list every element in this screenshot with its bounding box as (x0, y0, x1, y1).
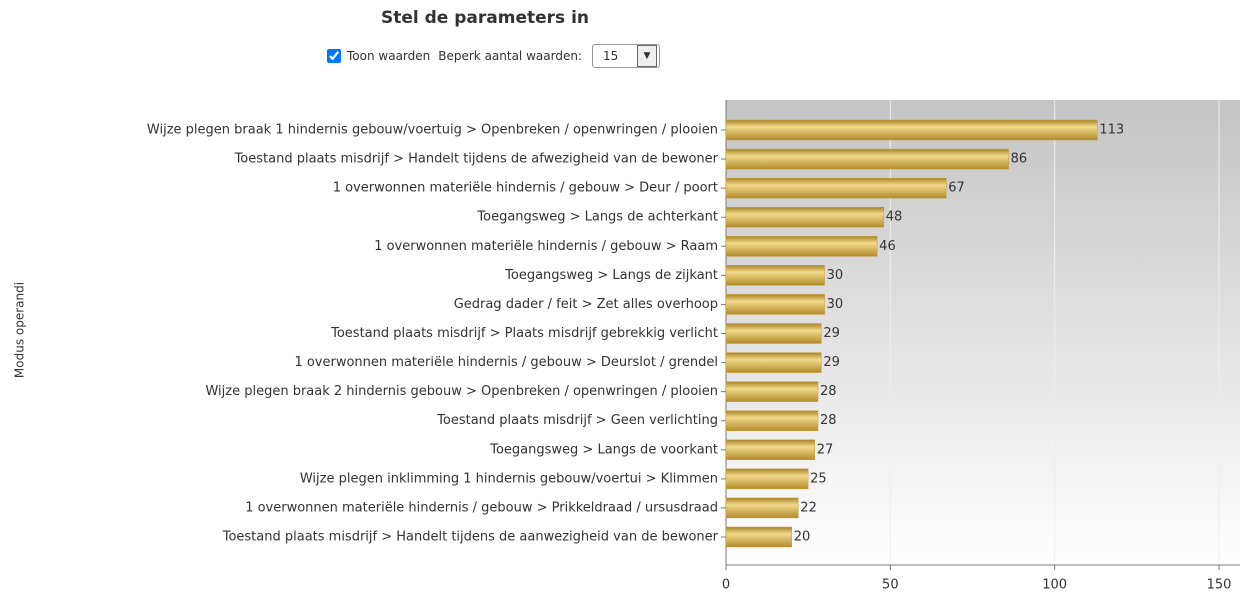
bar (725, 410, 819, 431)
value-label: 20 (794, 530, 811, 545)
y-axis-label: Modus operandi (13, 282, 27, 378)
y-tick-label: Toestand plaats misdrijf > Handelt tijde… (222, 530, 719, 545)
value-label: 29 (823, 355, 840, 370)
value-label: 25 (810, 471, 827, 486)
value-label: 67 (948, 181, 965, 196)
show-values-checkbox[interactable] (327, 49, 341, 63)
bar (725, 294, 825, 315)
y-tick-label: Wijze plegen braak 2 hindernis gebouw > … (205, 384, 718, 399)
y-tick-label: Toegangsweg > Langs de achterkant (476, 210, 718, 225)
show-values-label[interactable]: Toon waarden (347, 49, 431, 63)
y-tick-label: 1 overwonnen materiële hindernis / gebou… (294, 355, 718, 370)
value-label: 28 (820, 413, 837, 428)
bar (725, 177, 947, 199)
value-label: 86 (1011, 152, 1028, 167)
y-tick-label: Toestand plaats misdrijf > Plaats misdri… (330, 326, 718, 341)
y-tick-label: Toestand plaats misdrijf > Handelt tijde… (234, 152, 719, 167)
value-label: 30 (827, 297, 844, 312)
bar (725, 468, 809, 490)
x-tick-label: 100 (1042, 578, 1067, 593)
dropdown-arrow[interactable]: ▼ (636, 45, 657, 67)
y-tick-label: 1 overwonnen materiële hindernis / gebou… (333, 181, 718, 196)
bar (725, 381, 819, 402)
limit-value: 15 (602, 49, 619, 63)
value-label: 28 (820, 384, 837, 399)
bar (725, 236, 878, 257)
value-label: 22 (800, 500, 817, 515)
bar (725, 265, 825, 286)
x-tick-label: 50 (882, 578, 899, 593)
bar (725, 497, 799, 519)
limit-select[interactable]: 15 ▼ (591, 44, 660, 68)
bar (725, 148, 1009, 170)
y-tick-label: 1 overwonnen materiële hindernis / gebou… (374, 239, 718, 254)
bar (725, 206, 885, 228)
value-label: 27 (817, 442, 834, 457)
y-tick-label: Toestand plaats misdrijf > Geen verlicht… (436, 413, 718, 428)
y-tick-label: Toegangsweg > Langs de zijkant (504, 268, 718, 283)
bar (725, 119, 1098, 141)
limit-label: Beperk aantal waarden: (438, 49, 582, 63)
y-tick-label: Toegangsweg > Langs de voorkant (489, 442, 718, 457)
params-title: Stel de parameters in (380, 8, 589, 28)
value-label: 30 (827, 268, 844, 283)
x-tick-label: 150 (1207, 578, 1232, 593)
bar (725, 352, 822, 373)
value-label: 113 (1099, 123, 1124, 138)
x-tick-label: 0 (722, 578, 730, 593)
y-tick-label: Wijze plegen inklimming 1 hindernis gebo… (300, 471, 718, 486)
controls: Toon waarden Beperk aantal waarden: 15 ▼ (327, 44, 660, 68)
y-tick-label: 1 overwonnen materiële hindernis / gebou… (245, 500, 718, 515)
value-label: 29 (823, 326, 840, 341)
bar (725, 526, 792, 548)
y-tick-label: Wijze plegen braak 1 hindernis gebouw/vo… (147, 123, 718, 138)
bar (725, 323, 822, 344)
y-tick-label: Gedrag dader / feit > Zet alles overhoop (454, 297, 718, 312)
value-label: 46 (879, 239, 896, 254)
value-label: 48 (886, 210, 903, 225)
bar (725, 439, 815, 461)
